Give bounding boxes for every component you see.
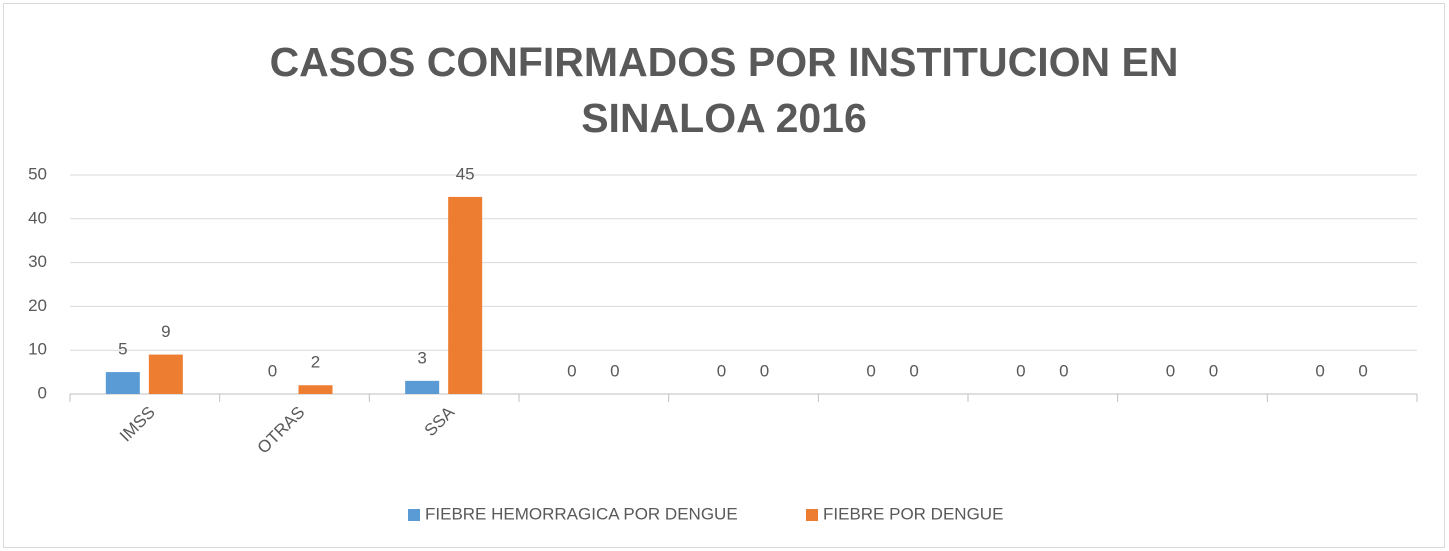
bar (298, 385, 333, 394)
chart-title: CASOS CONFIRMADOS POR INSTITUCION EN SIN… (269, 39, 1179, 141)
y-tick-label: 0 (38, 383, 47, 402)
data-label: 0 (610, 361, 619, 380)
bar (105, 372, 140, 394)
y-tick-label: 50 (28, 164, 47, 183)
data-label: 0 (717, 361, 726, 380)
data-label: 2 (311, 353, 320, 372)
chart-border (3, 3, 1445, 548)
data-label: 0 (268, 361, 277, 380)
legend-swatch (408, 509, 420, 521)
data-label: 5 (118, 340, 127, 359)
data-label: 0 (1059, 361, 1068, 380)
data-label: 0 (1166, 361, 1175, 380)
y-tick-label: 40 (28, 208, 47, 227)
legend-label: FIEBRE HEMORRAGICA POR DENGUE (425, 504, 738, 523)
bar (148, 354, 183, 394)
bar (448, 196, 483, 394)
legend-swatch (806, 509, 818, 521)
bar (405, 380, 440, 394)
data-label: 0 (1315, 361, 1324, 380)
data-label: 0 (866, 361, 875, 380)
data-label: 45 (456, 164, 475, 183)
legend-label: FIEBRE POR DENGUE (823, 504, 1003, 523)
y-tick-label: 20 (28, 296, 47, 315)
y-tick-label: 10 (28, 340, 47, 359)
data-label: 0 (760, 361, 769, 380)
data-label: 0 (1358, 361, 1367, 380)
data-label: 9 (161, 322, 170, 341)
data-label: 0 (909, 361, 918, 380)
data-label: 3 (417, 348, 426, 367)
y-tick-label: 30 (28, 252, 47, 271)
data-label: 0 (1209, 361, 1218, 380)
data-label: 0 (1016, 361, 1025, 380)
data-label: 0 (567, 361, 576, 380)
